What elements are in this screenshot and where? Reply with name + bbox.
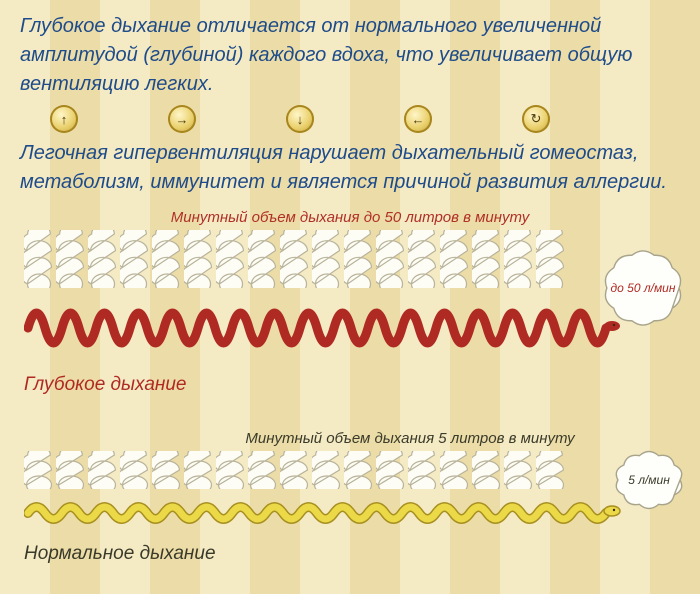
intro-paragraph-1: Глубокое дыхание отличается от нормально… [20,12,680,99]
puff-icon [56,230,86,293]
puff-icon [56,451,86,494]
normal-puff-row [20,447,680,494]
normal-wave [20,494,680,537]
deep-badge-text: до 50 л/мин [600,245,686,331]
deep-wave [20,293,680,368]
puff-icon [376,230,406,293]
puff-icon [440,230,470,293]
coin-icon-0: ↑ [50,105,78,133]
puff-icon [120,230,150,293]
puff-icon [216,230,246,293]
puff-icon [536,451,566,494]
puff-icon [24,230,54,293]
puff-icon [120,451,150,494]
deep-breathing-label: Глубокое дыхание [20,374,680,396]
puff-icon [248,451,278,494]
puff-icon [152,230,182,293]
puff-icon [216,451,246,494]
intro-paragraph-2: Легочная гипервентиляция нарушает дыхате… [20,139,680,197]
puff-icon [184,230,214,293]
puff-icon [24,451,54,494]
normal-breathing-section: Минутный объем дыхания 5 литров в минуту… [20,430,680,565]
puff-icon [280,451,310,494]
puff-icon [376,451,406,494]
puff-icon [472,230,502,293]
puff-icon [440,451,470,494]
content-area: Глубокое дыхание отличается от нормально… [0,0,700,565]
normal-minute-volume-label: Минутный объем дыхания 5 литров в минуту [20,430,680,447]
puff-icon [344,230,374,293]
puff-icon [408,451,438,494]
puff-icon [344,451,374,494]
coin-icon-3: ← [404,105,432,133]
coin-icon-2: ↓ [286,105,314,133]
normal-breathing-label: Нормальное дыхание [20,543,680,565]
deep-puff-row [20,226,680,293]
normal-volume-badge: 5 л/мин [612,448,686,512]
puff-icon [152,451,182,494]
puff-icon [536,230,566,293]
puff-icon [408,230,438,293]
deep-minute-volume-label: Минутный объем дыхания до 50 литров в ми… [20,209,680,226]
puff-icon [504,451,534,494]
puff-icon [184,451,214,494]
deep-breathing-section: Минутный объем дыхания до 50 литров в ми… [20,209,680,396]
puff-icon [280,230,310,293]
puff-icon [312,451,342,494]
puff-icon [504,230,534,293]
coin-icon-4: ↻ [522,105,550,133]
deep-volume-badge: до 50 л/мин [600,245,686,331]
puff-icon [472,451,502,494]
puff-icon [88,451,118,494]
coin-icon-1: → [168,105,196,133]
puff-icon [312,230,342,293]
coin-icon-row: ↑ → ↓ ← ↻ [20,99,680,139]
puff-icon [248,230,278,293]
puff-icon [88,230,118,293]
normal-badge-text: 5 л/мин [612,448,686,512]
